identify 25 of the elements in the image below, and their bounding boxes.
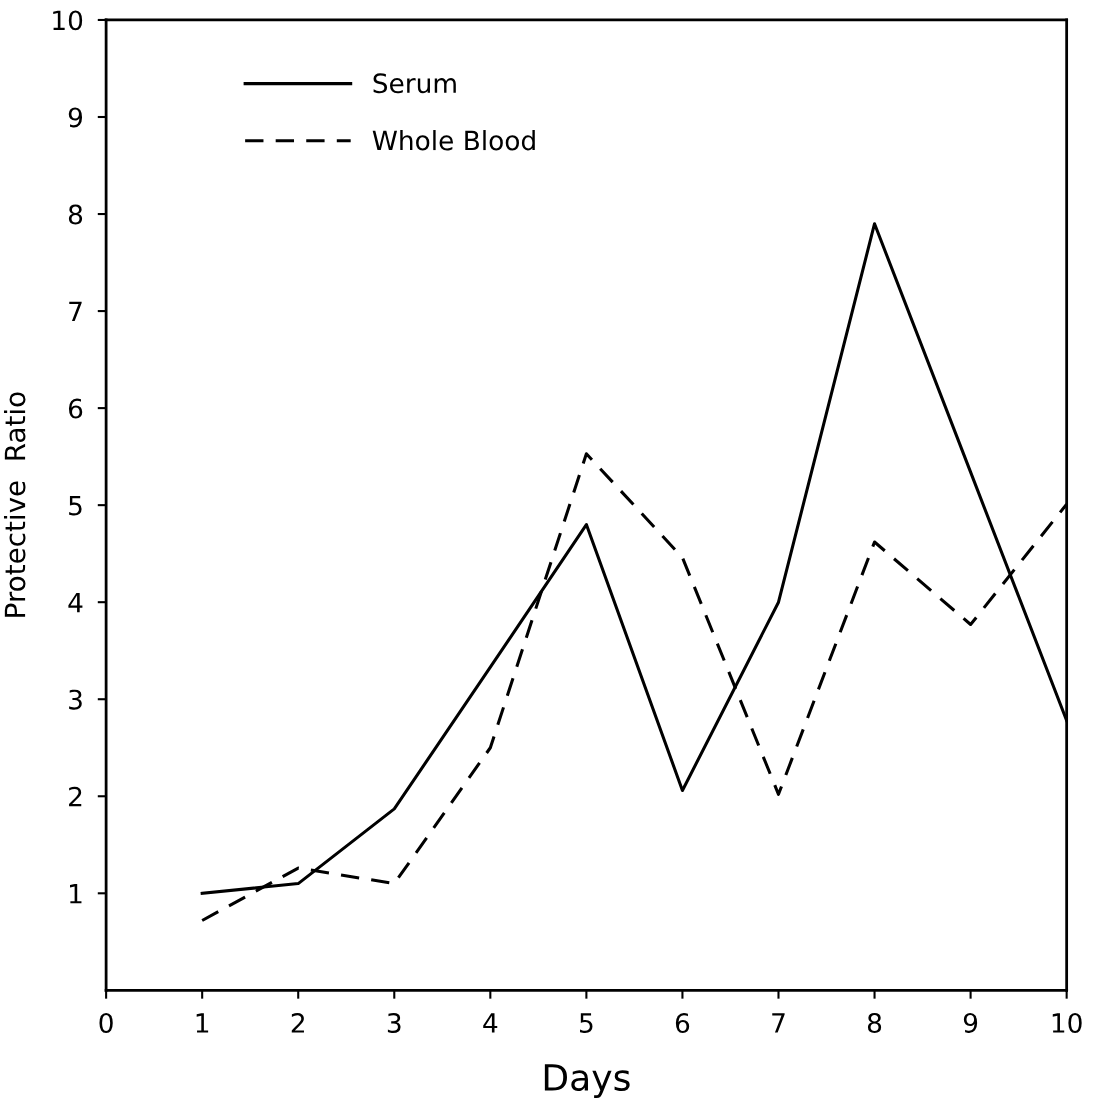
y-tick-label: 10 — [53, 10, 83, 31]
legend-label: Whole Blood — [372, 130, 535, 151]
x-axis-title: Days — [544, 1064, 630, 1099]
y-tick-label: 6 — [68, 398, 83, 419]
x-tick-label: 0 — [99, 1013, 113, 1033]
x-tick-label: 3 — [387, 1013, 401, 1033]
x-tick-label: 2 — [291, 1013, 304, 1033]
y-tick-label: 1 — [70, 884, 82, 904]
y-tick-label: 8 — [68, 204, 83, 225]
x-tick-label: 4 — [483, 1013, 498, 1033]
x-tick-label: 6 — [675, 1013, 690, 1033]
x-tick-label: 8 — [867, 1013, 882, 1033]
y-tick-label: 5 — [69, 495, 82, 516]
x-tick-label: 10 — [1052, 1013, 1082, 1033]
legend-label: Serum — [373, 73, 456, 94]
x-tick-label: 9 — [963, 1013, 978, 1033]
y-tick-label: 9 — [68, 107, 83, 128]
y-axis-title: Protective Ratio — [3, 392, 26, 617]
x-tick-label: 1 — [196, 1013, 209, 1033]
y-tick-label: 7 — [69, 301, 82, 322]
y-tick-label: 3 — [69, 689, 82, 710]
y-tick-label: 4 — [68, 592, 83, 613]
y-tick-label: 2 — [69, 786, 82, 807]
x-tick-label: 5 — [580, 1013, 593, 1033]
x-tick-label: 7 — [772, 1013, 785, 1033]
